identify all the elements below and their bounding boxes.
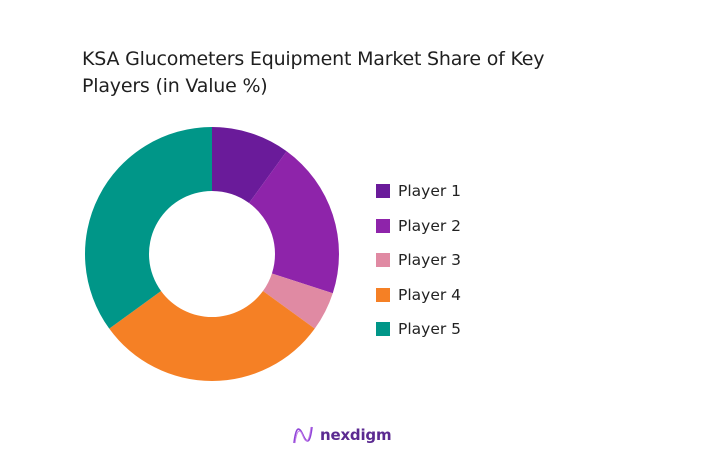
legend-item-player-5: Player 5 [376, 312, 461, 347]
legend-swatch [376, 184, 390, 199]
donut-slice-player-5 [85, 127, 212, 329]
donut-slice-player-2 [249, 151, 339, 294]
legend-item-player-3: Player 3 [376, 243, 461, 278]
donut-slice-player-3 [262, 273, 333, 329]
donut-slice-player-4 [109, 291, 315, 381]
legend-label: Player 2 [398, 216, 462, 235]
legend-item-player-4: Player 4 [376, 278, 461, 313]
brand-logo: nexdigm [292, 424, 392, 446]
legend-item-player-2: Player 2 [376, 209, 461, 244]
legend-swatch [376, 218, 390, 233]
legend-swatch [376, 322, 390, 337]
legend-label: Player 3 [398, 251, 462, 270]
legend-item-player-1: Player 1 [376, 174, 461, 209]
legend-label: Player 4 [398, 285, 462, 304]
brand-name: nexdigm [320, 426, 392, 444]
legend-swatch [376, 253, 390, 268]
nexdigm-wave-logo-icon [293, 426, 313, 444]
legend-swatch [376, 287, 390, 302]
donut-chart [85, 127, 339, 381]
chart-legend: Player 1 Player 2 Player 3 Player 4 Play… [376, 174, 461, 347]
legend-label: Player 1 [398, 182, 462, 201]
chart-title: KSA Glucometers Equipment Market Share o… [82, 48, 545, 97]
legend-label: Player 5 [398, 320, 462, 339]
donut-slice-player-1 [212, 127, 287, 204]
